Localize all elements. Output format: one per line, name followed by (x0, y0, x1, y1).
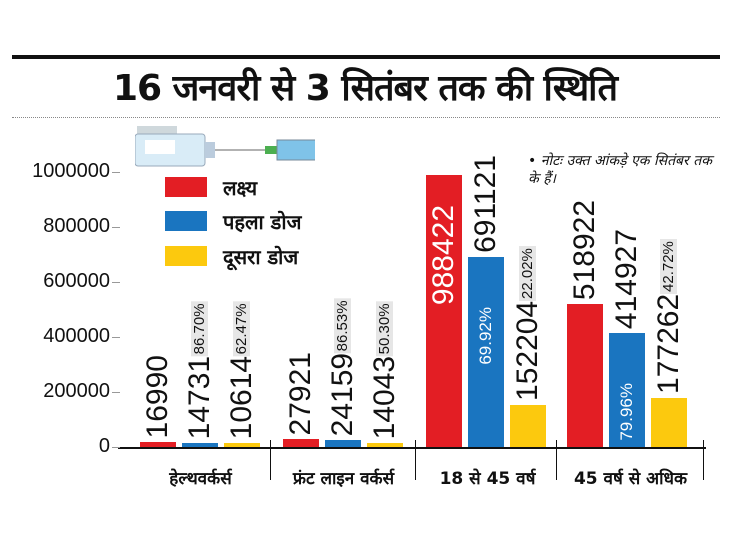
bar-value-label: 27921 (284, 351, 317, 436)
chart-title: 16 जनवरी से 3 सितंबर तक की स्थिति (112, 68, 618, 109)
legend-label: दूसरा डोज (223, 244, 299, 269)
bar-value-label: 518922 (568, 200, 601, 301)
bar (283, 439, 319, 447)
category-divider (556, 440, 557, 480)
y-tick-mark (112, 447, 120, 448)
y-tick-mark (112, 227, 120, 228)
y-tick-mark (112, 172, 120, 173)
category-divider (270, 440, 271, 480)
legend-label: पहला डोज (223, 209, 302, 234)
y-tick-label: 0 (98, 435, 110, 457)
bar (468, 256, 504, 447)
bar-percent-label: 86.70% (191, 300, 208, 356)
bar (325, 440, 361, 447)
bar-label: 17726242.72% (652, 239, 686, 394)
bar-label: 1061462.47% (225, 300, 259, 439)
bar-value-label: 16990 (141, 354, 174, 439)
legend-swatch (165, 211, 207, 231)
bar (426, 175, 462, 447)
x-category-label: 45 वर्ष से अधिक (573, 469, 688, 489)
dotted-rule (12, 117, 720, 118)
category-divider (703, 440, 704, 480)
y-tick-label: 200000 (43, 380, 110, 402)
bar-percent-label: 42.72% (660, 239, 677, 295)
bar-percent-label: 69.92% (476, 307, 495, 365)
legend-item-first-dose: पहला डोज (165, 209, 302, 234)
top-rule (12, 55, 720, 59)
bar-label: 27921 (284, 352, 318, 435)
bar-percent-label: 50.30% (376, 300, 393, 356)
legend-label: लक्ष्य (223, 175, 258, 200)
bar-percent-label: 22.02% (519, 246, 536, 302)
bar-label: 988422 (427, 205, 461, 305)
bar-percent-wrapper: 79.96% (610, 381, 644, 443)
y-tick-mark (112, 337, 120, 338)
bar-label: 691121 (469, 155, 503, 253)
note-text: • नोटः उक्त आंकड़े एक सितंबर तक के हैं। (528, 153, 712, 187)
y-tick-mark (112, 392, 120, 393)
x-category-label: हेल्थवर्कर्स (169, 469, 232, 489)
bar-label: 414927 (610, 229, 644, 329)
bar-value-label: 691121 (469, 155, 502, 253)
x-category-label: 18 से 45 वर्ष (439, 469, 536, 489)
y-tick-label: 600000 (43, 270, 110, 292)
bar-value-label: 14731 (183, 355, 216, 439)
bar-value-label: 24159 (326, 352, 359, 437)
bar (182, 442, 218, 447)
bar (651, 398, 687, 447)
bar (140, 442, 176, 447)
bar-label: 518922 (568, 200, 602, 300)
bar-label: 16990 (141, 355, 175, 438)
bar (609, 332, 645, 447)
y-tick-label: 800000 (43, 215, 110, 237)
bar-value-label: 10614 (225, 355, 258, 439)
bar-percent-wrapper: 69.92% (469, 305, 503, 367)
bar-percent-label: 62.47% (233, 300, 250, 356)
bar-value-label: 988422 (427, 205, 460, 306)
bar-label: 1404350.30% (368, 300, 402, 439)
bar (510, 405, 546, 447)
legend-item-second-dose: दूसरा डोज (165, 244, 299, 269)
x-category-label: फ्रंट लाइन वर्कर्स (292, 469, 395, 489)
bar-value-label: 177262 (652, 294, 685, 395)
category-divider (415, 440, 416, 480)
bar (367, 443, 403, 447)
y-tick-label: 1000000 (32, 160, 110, 182)
vaccine-syringe-icon (135, 126, 315, 167)
bar-value-label: 414927 (610, 228, 643, 329)
x-axis-line (118, 447, 706, 449)
legend-swatch (165, 177, 207, 197)
bar-value-label: 14043 (368, 355, 401, 439)
y-tick-label: 400000 (43, 325, 110, 347)
bar-percent-label: 86.53% (334, 298, 351, 353)
legend-item-target: लक्ष्य (165, 175, 258, 200)
legend-swatch (165, 246, 207, 266)
bar-label: 2415986.53% (326, 298, 360, 436)
bar-label: 1473186.70% (183, 300, 217, 439)
bar-label: 15220422.02% (511, 246, 545, 401)
bar-value-label: 152204 (511, 301, 544, 402)
bar-percent-label: 79.96% (617, 383, 636, 441)
bar (567, 304, 603, 447)
y-tick-mark (112, 282, 120, 283)
bar (224, 443, 260, 447)
